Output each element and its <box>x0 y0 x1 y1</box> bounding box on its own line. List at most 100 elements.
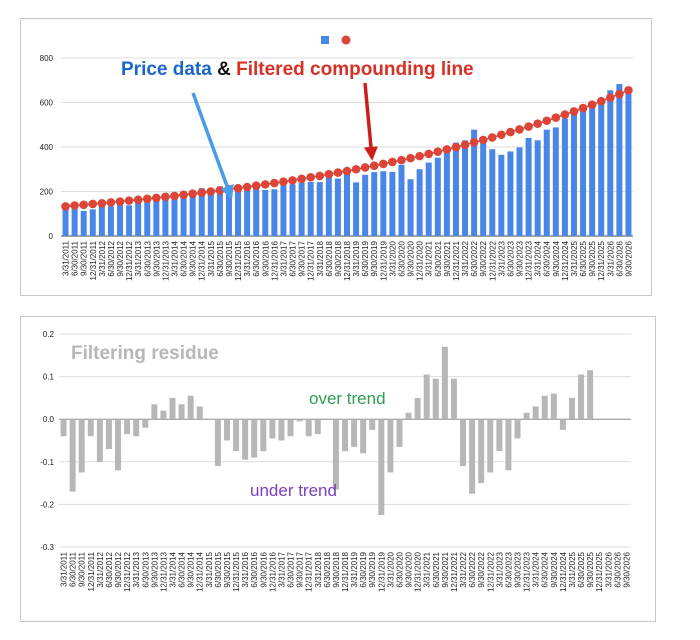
x-tick-label: 6/30/2020 <box>397 240 406 276</box>
x-tick-label: 12/31/2020 <box>416 240 425 281</box>
over-trend-label: over trend <box>309 389 386 408</box>
price-bar <box>353 182 360 236</box>
x-tick-label: 6/30/2017 <box>287 551 296 587</box>
x-tick-label: 9/30/2015 <box>225 240 234 276</box>
x-tick-label: 3/31/2014 <box>170 240 179 276</box>
filtered-point <box>424 149 434 159</box>
y-tick-label: 200 <box>40 188 54 197</box>
filtered-point <box>606 93 615 102</box>
residue-bar <box>269 419 276 439</box>
price-chart-panel: 0 200 400 600 800 3/31/2011 6/30/2011 9/30/2011… <box>20 18 652 296</box>
price-bar <box>198 188 205 236</box>
x-tick-label: 6/30/2021 <box>434 240 443 276</box>
filtered-point <box>260 180 270 189</box>
residue-bar <box>287 419 294 437</box>
filtered-arrow <box>363 82 378 161</box>
x-tick-label: 6/30/2019 <box>361 240 370 276</box>
filtered-point <box>533 119 542 128</box>
x-tick-label: 6/30/2018 <box>325 240 334 276</box>
residue-bar <box>496 419 503 452</box>
price-bar <box>607 90 614 236</box>
residue-bar <box>505 419 512 471</box>
x-tick-label: 9/30/2013 <box>150 551 159 587</box>
filtered-point <box>333 168 343 177</box>
x-tick-label: 12/31/2015 <box>234 240 243 281</box>
filtered-point <box>242 182 252 192</box>
residue-chart-panel: -0.3 -0.2 -0.1 0.0 0.1 0.2 3/31/2011 6/30/2011 9… <box>20 316 656 622</box>
residue-bar <box>387 419 394 473</box>
price-bar <box>144 199 151 236</box>
residue-bar <box>260 419 267 452</box>
price-bar <box>362 174 369 236</box>
filtered-point <box>433 147 443 156</box>
residue-bar <box>378 419 385 516</box>
price-bar <box>107 206 114 236</box>
x-tick-label: 9/30/2020 <box>405 551 414 587</box>
residue-bar <box>305 419 312 437</box>
residue-bar <box>487 419 494 473</box>
filtered-point <box>315 171 325 181</box>
x-tick-label: 6/30/2016 <box>250 551 259 587</box>
x-tick-label: 12/31/2023 <box>523 551 532 592</box>
filtered-point <box>487 133 497 142</box>
price-chart: 0 200 400 600 800 3/31/2011 6/30/2011 9/30/2011… <box>40 35 633 281</box>
filtered-point <box>615 89 624 99</box>
x-tick-label: 9/30/2018 <box>332 551 341 587</box>
residue-bar <box>214 419 221 467</box>
residue-bar <box>578 374 585 420</box>
residue-bar <box>278 419 285 441</box>
residue-bar <box>587 370 594 420</box>
x-tick-label: 9/30/2017 <box>298 240 307 276</box>
filtered-point <box>478 135 488 145</box>
price-bar <box>98 205 105 236</box>
x-tick-label: 9/30/2021 <box>441 551 450 587</box>
x-tick-label: 9/30/2011 <box>80 240 89 276</box>
filtered-point <box>360 163 370 172</box>
x-tick-label: 9/30/2020 <box>407 240 416 276</box>
filtered-point <box>215 186 225 195</box>
price-bar <box>498 154 505 236</box>
residue-bar <box>478 419 485 484</box>
x-tick-label: 6/30/2013 <box>141 551 150 587</box>
price-bar <box>225 192 232 236</box>
filtered-point <box>542 116 552 126</box>
residue-bar <box>223 419 230 441</box>
x-tick-label: 3/31/2024 <box>532 551 541 587</box>
x-tick-label: 3/31/2023 <box>495 551 504 587</box>
x-tick-label: 6/30/2018 <box>323 551 332 587</box>
filtered-point <box>61 202 70 211</box>
x-tick-label: 3/31/2019 <box>352 240 361 276</box>
x-tick-label: 6/30/2016 <box>252 240 261 276</box>
price-bar <box>207 188 214 236</box>
residue-bar <box>568 397 575 420</box>
x-tick-label: 9/30/2014 <box>187 551 196 587</box>
filtered-point <box>233 183 243 193</box>
price-bar <box>371 172 378 236</box>
x-tick-label: 3/31/2022 <box>461 240 470 276</box>
x-tick-label: 9/30/2022 <box>479 240 488 276</box>
y-tick-label: 0 <box>49 232 54 241</box>
residue-bar <box>242 419 249 460</box>
residue-bar <box>60 419 67 437</box>
x-tick-label: 9/30/2012 <box>114 551 123 587</box>
residue-bar <box>450 378 457 420</box>
x-tick-label: 9/30/2021 <box>443 240 452 276</box>
filtered-point <box>288 176 297 185</box>
filtered-point <box>115 197 125 206</box>
price-bar <box>570 112 577 236</box>
price-bar <box>525 137 532 236</box>
x-tick-label: 12/31/2011 <box>87 551 96 591</box>
price-bar <box>471 129 478 236</box>
x-tick-label: 9/30/2017 <box>296 551 305 587</box>
x-tick-label: 12/31/2013 <box>161 240 170 281</box>
x-tick-label: 3/31/2011 <box>60 551 69 587</box>
filtered-point <box>206 187 216 196</box>
x-tick-label: 6/30/2026 <box>613 551 622 587</box>
x-tick-label: 12/31/2014 <box>196 551 205 592</box>
price-data-label: Price data <box>121 59 212 80</box>
x-tick-label: 12/31/2014 <box>198 240 207 281</box>
price-bar <box>552 127 559 236</box>
price-bar <box>516 147 523 236</box>
residue-bar <box>550 393 557 420</box>
x-tick-label: 12/31/2025 <box>597 240 606 281</box>
